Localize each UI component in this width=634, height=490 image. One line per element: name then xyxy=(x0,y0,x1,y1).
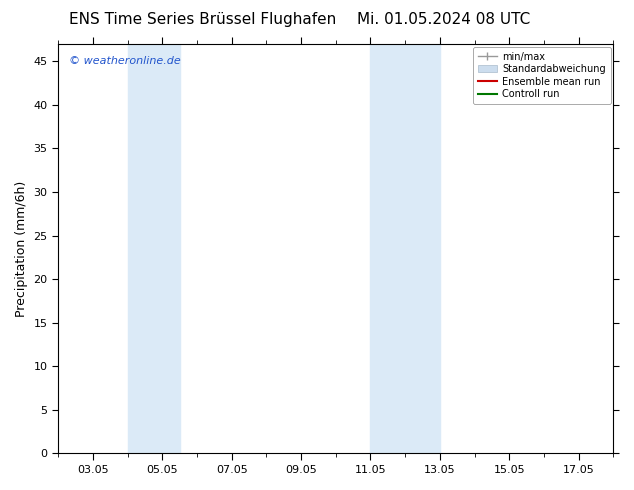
Legend: min/max, Standardabweichung, Ensemble mean run, Controll run: min/max, Standardabweichung, Ensemble me… xyxy=(473,47,611,104)
Bar xyxy=(370,44,440,453)
Text: Mi. 01.05.2024 08 UTC: Mi. 01.05.2024 08 UTC xyxy=(357,12,531,27)
Y-axis label: Precipitation (mm/6h): Precipitation (mm/6h) xyxy=(15,180,28,317)
Text: ENS Time Series Brüssel Flughafen: ENS Time Series Brüssel Flughafen xyxy=(69,12,337,27)
Text: © weatheronline.de: © weatheronline.de xyxy=(69,56,181,66)
Bar xyxy=(127,44,179,453)
